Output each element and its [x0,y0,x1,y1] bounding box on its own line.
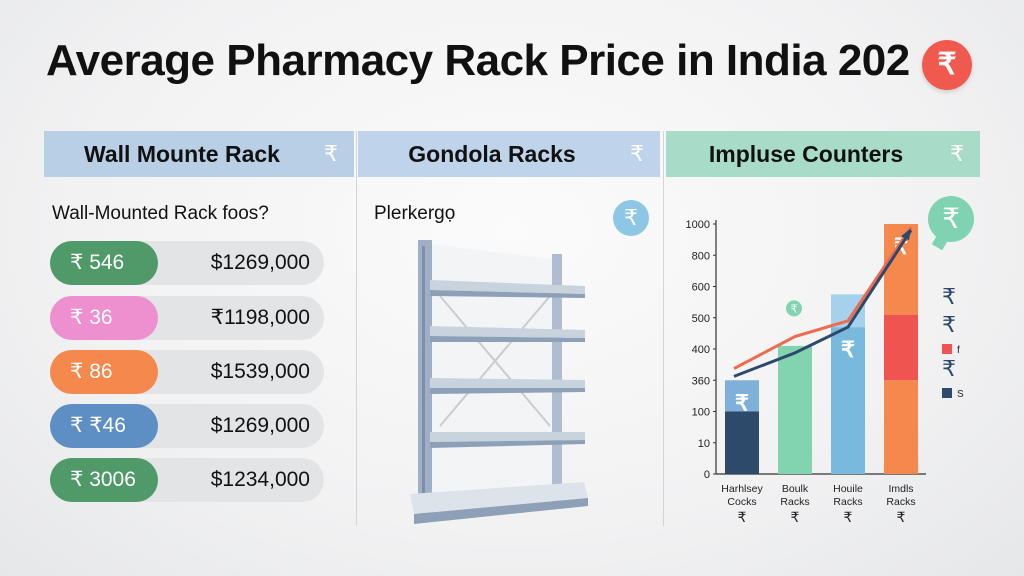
price-value: $1269,000 [210,251,310,274]
rupee-icon: ₹ [324,141,338,166]
rupee-icon: ₹ [791,509,800,525]
y-tick-label: 400 [692,344,710,356]
price-row: ₹ 36 ₹1198,000 [50,296,324,340]
trend-line [733,226,913,370]
column-header-gondola: Gondola Racks ₹ [358,131,660,177]
legend-rupee-icon: ₹ [942,356,956,381]
bar-segment [884,224,918,315]
rupee-icon: ₹ [613,200,649,236]
bar-segment [778,345,812,474]
legend-swatch [942,344,952,354]
gondola-shelf-illustration [410,240,588,524]
y-tick-label: 500 [692,313,710,325]
price-value: $1269,000 [210,414,310,437]
bar-segment [831,327,865,474]
price-row: ₹ 3006 $1234,000 [50,458,324,502]
price-row: ₹ ₹46 $1269,000 [50,404,324,448]
price-value: $1539,000 [210,360,310,383]
x-category-label: Harhlsey [721,483,763,495]
price-pill: ₹ 36 [50,296,158,340]
gondola-subheading: Plerkergọ [374,203,456,224]
rupee-icon: ₹ [841,337,855,362]
legend-label: S [957,389,964,400]
price-pill: ₹ 86 [50,350,158,394]
x-category-label: Cocks [727,496,756,508]
column-header-label: Impluse Counters [708,141,904,167]
x-category-label: Imdls [888,483,913,495]
y-tick-label: 800 [692,250,710,262]
impulse-counters-chart: 0 10 100 360 400 500 600 800 1000 ₹ ₹ ₹ ₹ HarhlseyCoc… [686,219,964,525]
trend-line [733,229,913,378]
y-tick-label: 100 [692,407,710,419]
y-tick-label: 10 [698,438,710,450]
legend-swatch [942,388,952,398]
price-pill: ₹ ₹46 [50,404,158,448]
bar-segment [884,380,918,474]
rupee-icon: ₹ [791,303,798,315]
legend-rupee-icon: ₹ [942,312,956,337]
legend-rupee-icon: ₹ [942,284,956,309]
x-category-label: Houile [833,483,863,495]
price-value: ₹1198,000 [210,306,310,329]
column-divider [663,131,664,526]
line-marker [786,300,802,317]
rupee-icon: ₹ [897,509,906,525]
legend-label: f [957,345,960,356]
bar-segment [725,411,759,474]
x-category-label: Racks [780,496,809,508]
price-pill: ₹ 546 [50,241,158,285]
page-title: Average Pharmacy Rack Price in India 202 [46,36,910,85]
rupee-icon: ₹ [630,141,644,166]
x-category-label: Racks [833,496,862,508]
price-pill: ₹ 3006 [50,458,158,502]
rupee-icon: ₹ [735,390,749,415]
price-value: $1234,000 [210,468,310,491]
y-tick-label: 360 [692,375,710,387]
column-header-wall-rack: Wall Mounte Rack ₹ [44,131,354,177]
price-row: ₹ 86 $1539,000 [50,350,324,394]
rupee-speech-bubble-icon: ₹ [928,196,974,242]
rupee-icon: ₹ [738,509,747,525]
x-category-label: Racks [886,496,915,508]
y-tick-label: 600 [692,282,710,294]
y-tick-label: 1000 [686,219,710,231]
rupee-icon: ₹ [950,141,964,166]
column-header-label: Gondola Racks [408,141,576,167]
bar-segment [725,380,759,412]
x-category-label: Boulk [782,483,809,495]
wall-rack-subheading: Wall-Mounted Rack foos? [52,203,269,224]
column-header-impulse: Impluse Counters ₹ [666,131,980,177]
column-header-label: Wall Mounte Rack [84,141,280,167]
column-divider [356,131,357,526]
trend-arrowhead [901,228,911,241]
y-tick-label: 0 [704,469,710,481]
rupee-icon: ₹ [844,509,853,525]
price-row: ₹ 546 $1269,000 [50,241,324,285]
rupee-badge-icon: ₹ [922,40,972,90]
bar-segment [884,314,918,381]
